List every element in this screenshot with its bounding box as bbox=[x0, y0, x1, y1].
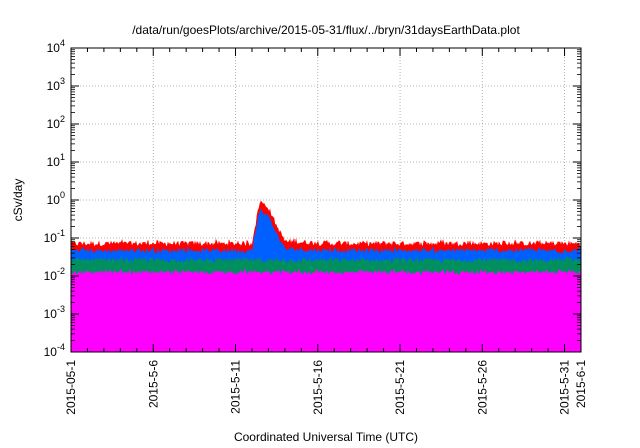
x-tick-label: 2015-5-31 bbox=[558, 360, 572, 415]
x-tick-labels: 2015-05-1 2015-5-6 2015-5-11 2015-5-16 2015-… bbox=[64, 360, 588, 415]
y-tick-label: 102 bbox=[47, 114, 65, 131]
y-tick-label: 104 bbox=[47, 38, 65, 55]
x-axis-label: Coordinated Universal Time (UTC) bbox=[234, 430, 418, 444]
y-axis-label: cSv/day bbox=[11, 179, 25, 222]
x-tick-label: 2015-6-1 bbox=[574, 360, 588, 408]
chart-title: /data/run/goesPlots/archive/2015-05-31/f… bbox=[132, 23, 520, 37]
x-tick-label: 2015-5-6 bbox=[146, 360, 160, 408]
y-tick-label: 10-2 bbox=[44, 266, 65, 283]
x-tick-label: 2015-5-16 bbox=[311, 360, 325, 415]
series-area bbox=[70, 268, 582, 353]
y-tick-labels: 10-4 10-3 10-2 10-1 100 101 102 103 104 bbox=[44, 38, 65, 359]
x-tick-label: 2015-5-21 bbox=[393, 360, 407, 415]
y-tick-label: 10-3 bbox=[44, 304, 65, 321]
x-tick-label: 2015-05-1 bbox=[64, 360, 78, 415]
ticks bbox=[70, 47, 582, 353]
y-tick-label: 100 bbox=[47, 190, 65, 207]
y-tick-label: 10-4 bbox=[44, 342, 65, 359]
y-tick-label: 101 bbox=[47, 152, 65, 169]
series-layer bbox=[70, 200, 582, 353]
y-tick-label: 10-1 bbox=[44, 228, 65, 245]
x-tick-label: 2015-5-11 bbox=[229, 360, 243, 414]
y-tick-label: 103 bbox=[47, 76, 65, 93]
x-tick-label: 2015-5-26 bbox=[475, 360, 489, 415]
